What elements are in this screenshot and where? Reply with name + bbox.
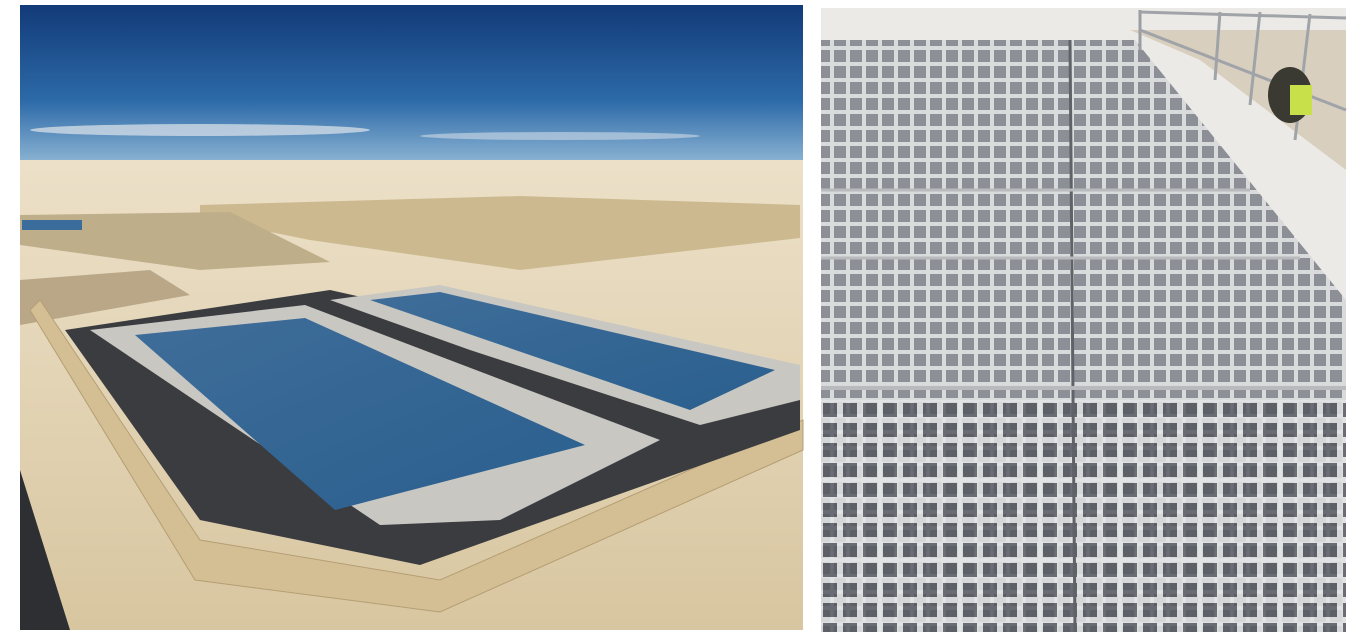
grating-near bbox=[821, 400, 1346, 632]
buildings bbox=[200, 196, 800, 270]
facility bbox=[20, 212, 330, 270]
worker-vest bbox=[1290, 85, 1312, 115]
cloud bbox=[420, 132, 700, 140]
pool-water bbox=[370, 292, 775, 410]
sand bbox=[1130, 30, 1346, 170]
railing bbox=[1213, 11, 1222, 81]
sky bbox=[20, 5, 803, 165]
small-pool bbox=[22, 220, 82, 230]
seam bbox=[1068, 39, 1077, 633]
pump-station bbox=[20, 270, 190, 325]
railing bbox=[1248, 11, 1262, 106]
road bbox=[20, 470, 70, 630]
grating-photo bbox=[821, 8, 1347, 633]
cloud bbox=[30, 124, 370, 136]
pool-water bbox=[135, 318, 585, 510]
railing bbox=[1139, 10, 1347, 20]
fence-wall bbox=[29, 299, 804, 613]
lagoon-render bbox=[20, 5, 804, 630]
